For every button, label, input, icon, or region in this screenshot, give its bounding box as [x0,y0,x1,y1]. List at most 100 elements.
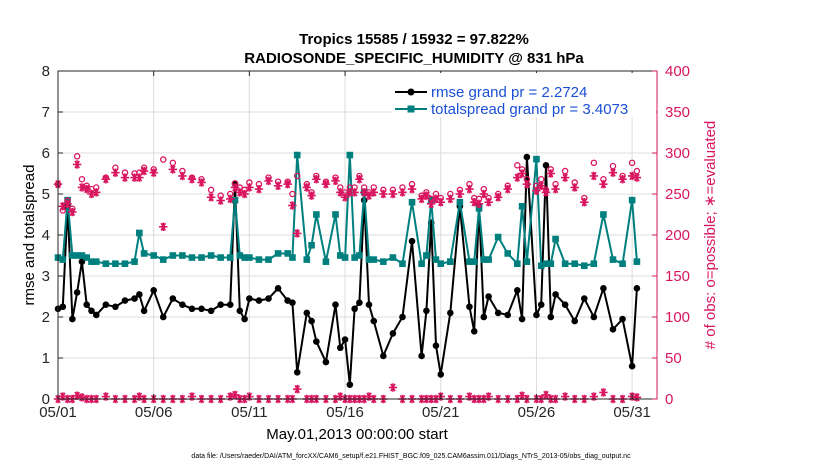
totalspread-point [231,196,239,204]
obs-evaluated-marker [608,168,618,177]
y-left-tick-label: 1 [42,350,50,367]
obs-evaluated-marker [331,176,340,186]
obs-evaluated-marker [206,193,216,202]
totalspread-point [73,252,81,259]
totalspread-point [92,258,100,265]
obs-evaluated-marker [321,179,331,189]
rmse-point [274,285,282,292]
obs-bottom-marker [230,390,240,400]
rmse-point [571,317,579,325]
rmse-point [121,297,129,304]
x-tick-label: 05/31 [613,404,651,421]
obs-evaluated-marker [537,181,546,190]
totalspread-point [552,235,559,243]
x-axis-label: May.01,2013 00:00:00 start [266,426,448,443]
obs-evaluated-marker [436,198,445,207]
rmse-point [336,344,344,352]
y-left-tick-label: 2 [42,309,50,326]
obs-evaluated-marker [513,173,522,182]
totalspread-point [78,252,86,259]
obs-possible-marker [160,156,167,163]
obs-possible-marker [78,175,86,183]
totalspread-point [600,211,607,218]
totalspread-point [590,260,598,267]
obs-evaluated-marker [72,160,82,169]
rmse-point [418,352,425,360]
rmse-point [159,313,167,321]
totalspread-point [633,258,641,265]
obs-evaluated-marker [288,201,297,210]
totalspread-point [513,260,521,267]
obs-evaluated-marker [517,169,527,178]
totalspread-point [169,252,177,259]
totalspread-point [346,151,354,159]
totalspread-series-line [54,151,641,270]
obs-evaluated-marker [474,199,484,209]
totalspread-point [102,260,110,267]
rmse-point [437,371,445,378]
totalspread-point [159,256,167,263]
obs-evaluated-marker [422,191,431,200]
obs-evaluated-marker [503,184,512,194]
rmse-point [346,381,354,388]
totalspread-point [241,254,248,261]
obs-evaluated-marker [273,181,283,190]
rmse-point [542,162,550,169]
obs-evaluated-marker [307,191,316,200]
totalspread-point [207,252,215,259]
totalspread-point [198,254,205,261]
rmse-point [207,307,215,315]
obs-possible-marker [169,159,177,167]
rmse-point [332,301,339,309]
totalspread-point [466,258,473,265]
totalspread-point [518,203,526,210]
y-right-tick-label: 200 [665,227,690,244]
rmse-point [470,328,478,335]
totalspread-point [408,198,416,206]
obs-evaluated-marker [465,184,474,194]
totalspread-point [580,262,588,270]
totalspread-point [389,254,397,261]
legend-spread-marker-icon [407,105,415,113]
obs-evaluated-marker [532,186,541,195]
totalspread-point [423,252,430,259]
obs-evaluated-marker [484,198,493,207]
obs-possible-marker [289,190,296,198]
rmse-point [590,313,598,321]
totalspread-point [236,252,244,259]
totalspread-point [456,198,464,206]
totalspread-point [370,256,378,263]
series-line [57,154,638,267]
rmse-point [504,311,512,319]
totalspread-point [136,229,143,237]
rmse-point [226,301,234,309]
obs-bottom-marker [293,384,302,394]
totalspread-point [351,254,358,261]
obs-possible-marker [609,162,617,170]
totalspread-point [188,254,196,261]
rmse-point [513,287,521,294]
rmse-point [619,315,626,323]
rmse-point [432,342,440,350]
obs-evaluated-marker [336,188,345,197]
totalspread-point [561,260,569,267]
rmse-point [380,352,387,360]
obs-evaluated-marker [570,183,579,192]
obs-possible-marker [537,175,545,183]
x-tick-label: 05/06 [135,404,173,421]
totalspread-point [628,196,636,204]
rmse-point [265,295,272,302]
obs-evaluated-marker [92,188,101,197]
obs-evaluated-marker [216,196,225,205]
obs-evaluated-marker [407,184,417,194]
obs-evaluated-marker [546,169,555,178]
obs-evaluated-marker [541,188,551,197]
y-left-tick-label: 5 [42,186,50,203]
obs-possible-marker [590,159,598,167]
rmse-point [169,295,177,302]
obs-evaluated-marker [455,189,465,199]
x-axis: 05/01 05/06 05/11 05/16 05/21 05/26 05/31 [39,71,651,421]
totalspread-point [121,260,129,267]
rmse-point [399,313,406,321]
